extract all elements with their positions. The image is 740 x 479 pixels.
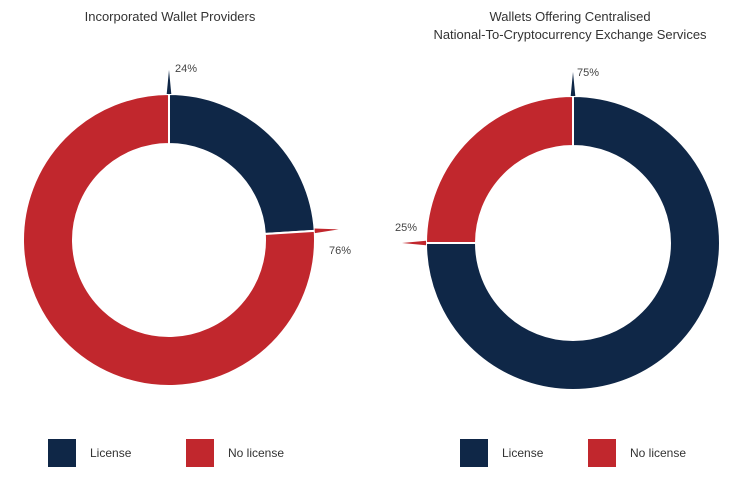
legend-swatch-license <box>460 439 488 467</box>
chart-title-incorporated-wallet-providers: Incorporated Wallet Providers <box>84 9 256 24</box>
chart-title-centralised-exchange-services: Wallets Offering Centralised National-To… <box>433 9 707 42</box>
legend-swatch-no-license <box>186 439 214 467</box>
legend-item-no-license-left: No license <box>186 438 284 468</box>
donut-0-pointer-1 <box>166 70 172 95</box>
donut-0-slice-license <box>168 92 316 236</box>
donut-0-slice-no-license <box>22 92 316 387</box>
legend-label-license: License <box>90 446 132 460</box>
legend-label-license: License <box>502 446 544 460</box>
donut-0-label-1: 76% <box>329 245 351 257</box>
donut-1-slice-license <box>424 94 721 391</box>
legend-swatch-no-license <box>588 439 616 467</box>
donut-1-pointer-1 <box>570 72 576 97</box>
donut-1-label-0: 75% <box>577 67 599 79</box>
legend-item-license-left: License <box>48 438 131 468</box>
legend-label-no-license: No license <box>228 446 285 460</box>
legend-swatch-license <box>48 439 76 467</box>
legend-label-no-license: No license <box>630 446 687 460</box>
legend-item-no-license-right: No license <box>588 438 686 468</box>
donut-1-pointer-0 <box>402 240 427 246</box>
donut-0-label-0: 24% <box>175 63 197 75</box>
donut-1-label-1: 25% <box>395 222 417 234</box>
legend-item-license-right: License <box>460 438 543 468</box>
donut-1-slice-no-license <box>424 94 574 244</box>
donut-0-pointer-0 <box>314 228 339 234</box>
